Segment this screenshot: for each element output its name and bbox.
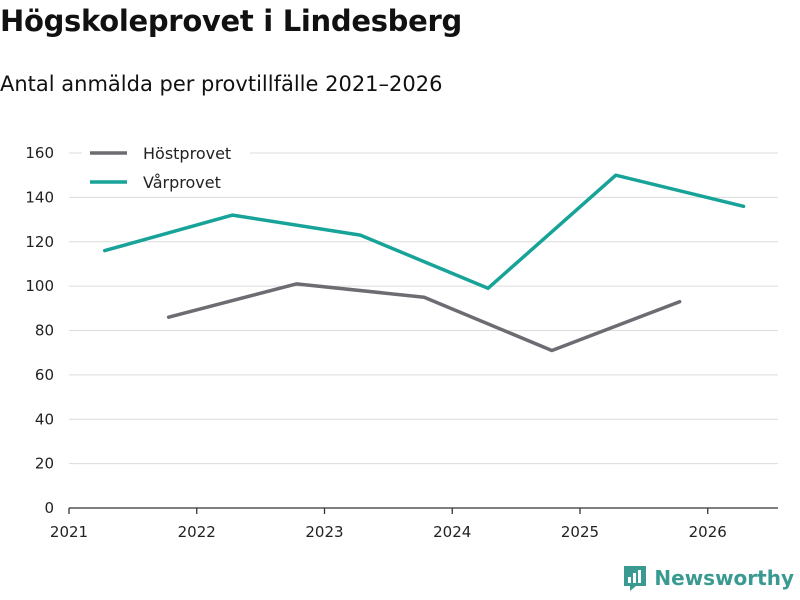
x-tick-label: 2026 <box>689 523 727 541</box>
y-tick-label: 80 <box>35 322 54 340</box>
x-tick-label: 2025 <box>561 523 599 541</box>
x-tick-label: 2022 <box>178 523 216 541</box>
y-tick-label: 0 <box>44 499 54 517</box>
legend-background <box>82 142 250 196</box>
y-tick-label: 160 <box>25 144 54 162</box>
data-point <box>358 233 362 237</box>
data-point <box>103 249 107 253</box>
x-axis: 2021 2022 2023 2024 2025 2026 <box>50 507 778 541</box>
data-point <box>550 348 554 352</box>
y-tick-label: 100 <box>25 277 54 295</box>
legend: Höstprovet Vårprovet <box>82 142 250 196</box>
data-point <box>167 315 171 319</box>
chart-title: Högskoleprovet i Lindesberg <box>0 4 462 38</box>
legend-label: Vårprovet <box>143 173 221 192</box>
brand-name: Newsworthy <box>654 566 794 590</box>
x-tick-label: 2021 <box>50 523 88 541</box>
data-point <box>486 286 490 290</box>
data-point <box>294 282 298 286</box>
y-tick-label: 20 <box>35 455 54 473</box>
y-tick-label: 140 <box>25 188 54 206</box>
newsworthy-logo: Newsworthy <box>622 564 794 592</box>
series-lines <box>103 173 746 353</box>
series-line-0 <box>166 282 682 353</box>
y-tick-label: 40 <box>35 410 54 428</box>
legend-label: Höstprovet <box>143 144 231 163</box>
y-tick-label: 120 <box>25 233 54 251</box>
data-point <box>614 173 618 177</box>
y-axis-ticks: 0 20 40 60 80 100 120 140 160 <box>25 144 54 517</box>
data-point <box>742 204 746 208</box>
gridlines <box>69 152 778 465</box>
x-tick-label: 2024 <box>433 523 471 541</box>
data-point <box>422 295 426 299</box>
series-line-1 <box>103 173 746 291</box>
data-point <box>231 213 235 217</box>
y-tick-label: 60 <box>35 366 54 384</box>
newsworthy-icon <box>624 566 647 591</box>
x-tick-label: 2023 <box>305 523 343 541</box>
data-point <box>678 300 682 304</box>
chart-subtitle: Antal anmälda per provtillfälle 2021–202… <box>0 72 443 96</box>
